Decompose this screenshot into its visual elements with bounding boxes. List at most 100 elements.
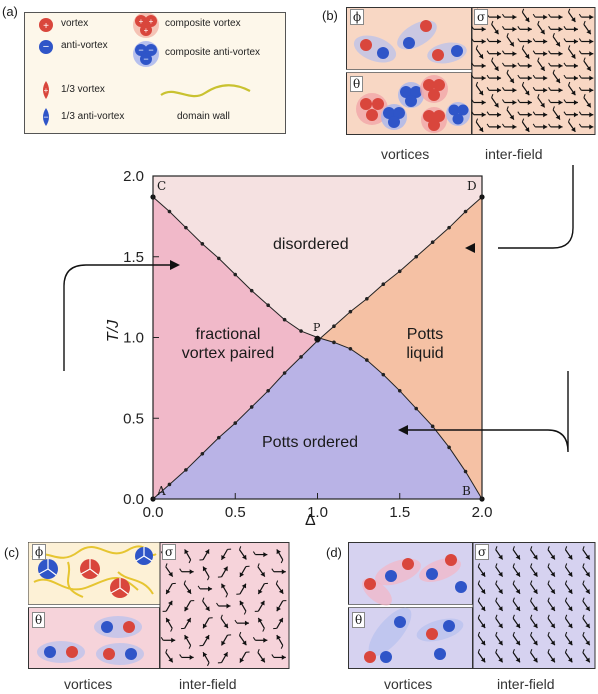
panel-label-d: (d)	[326, 545, 342, 560]
spin-arrow	[502, 99, 517, 105]
spin-arrow	[184, 634, 192, 649]
boundary-point	[249, 405, 254, 409]
spin-arrow	[202, 617, 213, 629]
panel-b-phi-label: ϕ	[350, 9, 365, 25]
spin-arrow	[471, 38, 486, 44]
point-label-p: P	[313, 321, 321, 334]
spin-arrow	[530, 563, 538, 577]
spin-arrow	[532, 38, 548, 44]
spin-arrow	[532, 87, 548, 93]
composite-vortex-icon: + ++	[133, 13, 159, 38]
panel-d-caption-inter-field: inter-field	[497, 676, 555, 692]
spin-arrow	[517, 111, 532, 118]
spin-arrow	[486, 123, 502, 130]
spin-arrow	[564, 563, 573, 577]
boundary-point	[365, 296, 369, 301]
spin-arrow	[477, 631, 486, 646]
boundary-point	[233, 421, 238, 425]
panel-b-caption-inter-field: inter-field	[485, 146, 543, 162]
panel-b-spin-arrows	[471, 8, 594, 133]
spin-arrow	[512, 614, 521, 629]
spin-arrow	[220, 614, 229, 629]
panel-d-theta-label: θ	[352, 612, 366, 628]
panel-c-theta-label: θ	[32, 612, 46, 628]
connector-c-arrow	[63, 264, 172, 371]
boundary-point	[447, 225, 451, 230]
spin-arrow	[471, 26, 486, 32]
spin-arrow	[486, 111, 502, 118]
spin-arrow	[506, 69, 515, 84]
boundary-point	[282, 371, 287, 375]
panel-label-b: (b)	[322, 8, 338, 23]
spin-arrow	[471, 62, 486, 69]
spin-arrow	[165, 617, 173, 632]
svg-text:+: +	[43, 21, 49, 32]
spin-arrow	[252, 551, 268, 558]
spin-arrow	[532, 74, 548, 81]
spin-arrow	[477, 648, 486, 663]
boundary-point	[200, 451, 205, 456]
boundary-point	[200, 242, 205, 246]
x-tick-label: 0.0	[143, 504, 164, 521]
spin-arrow	[477, 614, 486, 629]
spin-arrow	[181, 617, 192, 630]
spin-arrow	[202, 566, 210, 581]
panel-b-theta-label: θ	[350, 76, 364, 92]
spin-arrow	[491, 20, 499, 35]
spin-arrow	[563, 26, 578, 32]
spin-arrow	[239, 565, 250, 578]
spin-arrow	[568, 8, 576, 23]
spin-arrow	[547, 580, 556, 595]
spin-arrow	[582, 597, 591, 612]
spin-arrow	[532, 13, 548, 20]
spin-arrow	[548, 26, 563, 32]
spin-arrow	[217, 651, 229, 664]
spin-arrow	[495, 580, 504, 595]
point-label-a: A	[157, 484, 166, 498]
spin-arrow	[578, 111, 594, 118]
spin-arrow	[532, 50, 548, 57]
spin-arrow	[548, 50, 563, 57]
spin-arrow	[184, 600, 195, 612]
boundary-point	[414, 254, 419, 259]
panel-d-spin-arrows	[477, 546, 591, 663]
boundary-point	[463, 469, 468, 474]
spin-arrow	[537, 20, 546, 35]
spin-arrow	[547, 597, 556, 612]
panel-b-phi-pairs	[353, 20, 467, 64]
boundary-point	[430, 424, 435, 429]
spin-arrow	[582, 631, 591, 646]
boundary-point	[266, 388, 270, 393]
spin-arrow	[486, 38, 502, 44]
boundary-point	[282, 317, 287, 322]
spin-arrow	[160, 637, 176, 643]
panel-c-spin-arrows	[160, 546, 287, 667]
legend: + − + + + − − − + − vortex anti-vortex compo…	[24, 12, 286, 134]
spin-arrow	[564, 546, 573, 560]
spin-arrow	[517, 26, 532, 32]
panel-d	[348, 542, 596, 669]
boundary-point	[299, 329, 303, 333]
spin-arrow	[512, 648, 521, 663]
spin-arrow	[532, 123, 548, 130]
panel-d-theta-pairs	[364, 607, 464, 663]
panel-b-sigma-label: σ	[474, 9, 489, 25]
spin-arrow	[512, 631, 521, 646]
legend-icons: + − + ++ − −− + −	[39, 13, 251, 126]
spin-arrow	[530, 614, 538, 629]
spin-arrow	[220, 634, 232, 646]
spin-arrow	[512, 546, 521, 560]
spin-arrow	[537, 57, 546, 72]
region-fractional-label: fractional vortex paired	[181, 326, 275, 362]
spin-arrow	[506, 106, 515, 120]
spin-arrow	[471, 99, 486, 105]
svg-text:+: +	[144, 26, 149, 35]
panel-b	[346, 7, 596, 135]
spin-arrow	[563, 111, 578, 118]
region-disordered-label: disordered	[273, 236, 349, 253]
panel-c	[28, 542, 290, 669]
third-vortex-icon: +	[43, 81, 49, 99]
spin-arrow	[552, 69, 561, 84]
legend-composite-vortex-label: composite vortex	[165, 18, 241, 29]
spin-arrow	[564, 614, 573, 629]
